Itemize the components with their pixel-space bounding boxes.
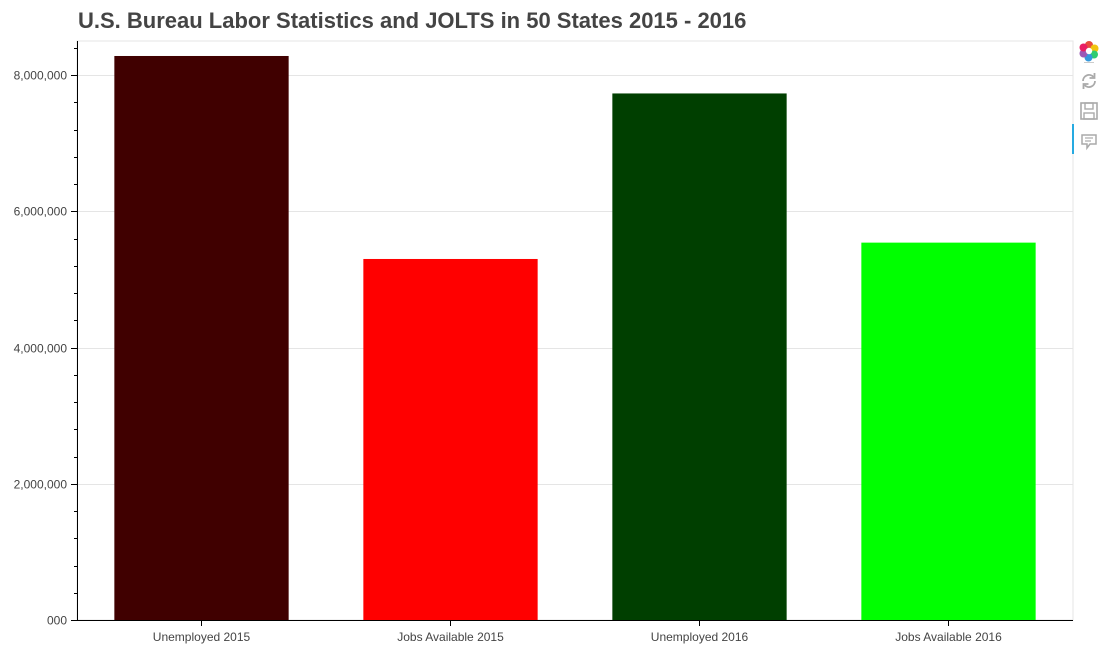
toolbar-separator: [1084, 62, 1094, 63]
bar-jobs-available-2015: [363, 258, 538, 620]
y-tick-label: 8,000,000: [14, 69, 68, 83]
chart-toolbar: [1072, 38, 1106, 160]
y-axis-ticks: 000 2,000,000 4,000,000 6,000,000 8,000,000: [14, 48, 77, 628]
bar-jobs-available-2016: [861, 242, 1036, 620]
reset-icon[interactable]: [1078, 70, 1100, 92]
active-tool-marker: [1072, 124, 1074, 154]
y-tick-label: 000: [47, 614, 67, 628]
bar-unemployed-2016: [612, 93, 787, 621]
save-icon[interactable]: [1078, 100, 1100, 122]
bars: [114, 55, 1036, 621]
y-tick-label: 6,000,000: [14, 205, 68, 219]
y-tick-label: 2,000,000: [14, 478, 68, 492]
x-tick-label: Jobs Available 2015: [397, 630, 504, 644]
x-tick-label: Unemployed 2016: [651, 630, 749, 644]
bokeh-logo-icon[interactable]: [1078, 40, 1100, 62]
y-tick-label: 4,000,000: [14, 342, 68, 356]
bar-unemployed-2015: [114, 55, 289, 620]
x-tick-label: Unemployed 2015: [153, 630, 251, 644]
hover-icon[interactable]: [1078, 130, 1100, 152]
x-axis-ticks: Unemployed 2015 Jobs Available 2015 Unempl…: [153, 620, 1002, 644]
x-tick-label: Jobs Available 2016: [895, 630, 1002, 644]
chart-title: U.S. Bureau Labor Statistics and JOLTS i…: [78, 8, 747, 33]
